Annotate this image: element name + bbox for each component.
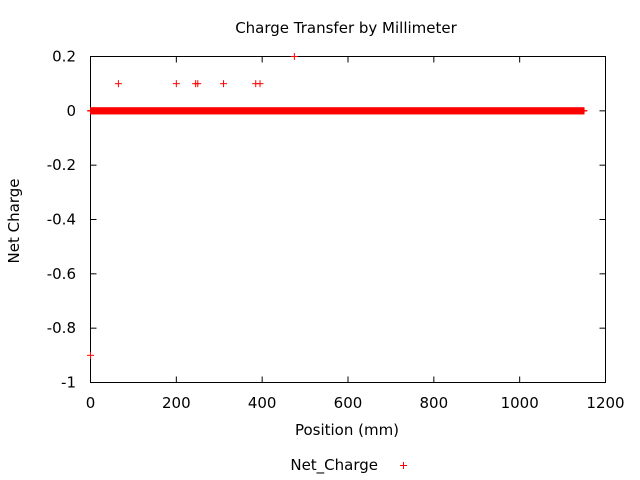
axis-ticks [90, 56, 606, 383]
y-tick-label: 0 [66, 102, 76, 120]
data-point [114, 80, 122, 88]
x-tick-label: 200 [162, 394, 191, 412]
x-axis-label: Position (mm) [295, 421, 399, 439]
legend: Net_Charge [290, 456, 407, 475]
y-tick-label: 0.2 [52, 48, 76, 66]
x-tick-label: 0 [86, 394, 96, 412]
plot-frame [90, 56, 606, 383]
axis-tick-labels: 0 200 400 600 800 1000 1200 -1 -0.8 -0.6 -0.4 -0.2 0… [47, 48, 625, 413]
data-point [87, 351, 94, 359]
data-point [290, 53, 298, 60]
data-point [220, 80, 228, 88]
data-points [87, 53, 588, 359]
chart-title: Charge Transfer by Millimeter [235, 19, 457, 37]
y-tick-label: -0.6 [47, 265, 76, 283]
y-tick-label: -0.8 [47, 319, 76, 337]
x-tick-label: 400 [248, 394, 277, 412]
y-axis-label: Net Charge [5, 179, 23, 264]
legend-marker [400, 462, 407, 469]
y-tick-label: -0.2 [47, 156, 76, 174]
data-point [172, 80, 180, 88]
x-tick-label: 1200 [586, 394, 624, 412]
x-tick-label: 1000 [501, 394, 539, 412]
legend-marker-symbol [400, 462, 407, 469]
x-tick-label: 800 [420, 394, 449, 412]
data-point [256, 80, 264, 88]
data-point [194, 80, 202, 88]
legend-label: Net_Charge [290, 456, 378, 475]
x-tick-label: 600 [334, 394, 363, 412]
y-tick-label: -1 [61, 374, 76, 392]
y-tick-label: -0.4 [47, 211, 76, 229]
